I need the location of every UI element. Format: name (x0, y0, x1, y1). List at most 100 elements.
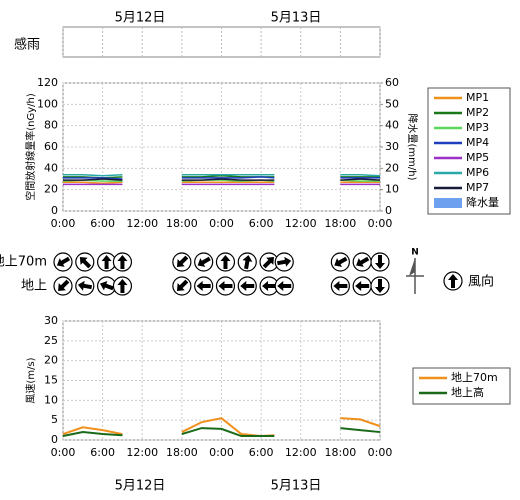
y2-tick-label: 60 (385, 76, 399, 89)
wind-legend-label: 風向 (468, 274, 494, 290)
legend-swatch (434, 198, 462, 208)
wind-arrow (176, 255, 189, 267)
legend-label: MP7 (466, 181, 489, 194)
y2-tick-label: 30 (385, 140, 399, 153)
wind-arrow (262, 281, 277, 291)
legend-label: 地上高 (451, 385, 484, 399)
series-line (63, 176, 380, 180)
wind-arrow (220, 255, 231, 269)
legend-label: MP6 (466, 166, 489, 179)
wind-arrow (117, 255, 128, 269)
y-tick-label: 15 (44, 374, 58, 387)
x-tick-label: 0:00 (209, 217, 234, 230)
x-tick-label: 12:00 (126, 217, 158, 230)
y-tick-label: 30 (44, 314, 58, 327)
wind-arrow (56, 256, 71, 267)
wind-arrow (176, 279, 189, 291)
y2-tick-label: 40 (385, 119, 399, 132)
y-axis-label: 空間放射線量率(nGy/h) (24, 93, 37, 201)
y-tick-label: 40 (44, 161, 58, 174)
y2-tick-label: 20 (385, 161, 399, 174)
wind-arrow (101, 255, 112, 269)
x-tick-label: 18:00 (166, 446, 198, 459)
x-tick-label: 6:00 (90, 446, 115, 459)
x-tick-label: 0:00 (368, 217, 393, 230)
y2-tick-label: 50 (385, 97, 399, 110)
wind-arrow (100, 280, 114, 291)
y2-tick-label: 10 (385, 183, 399, 196)
series-line (63, 181, 380, 185)
date-label: 5月13日 (271, 479, 322, 494)
wind-arrow (375, 279, 385, 293)
wind-legend-icon (443, 271, 463, 291)
legend-label: MP2 (466, 106, 489, 119)
row-label: 地上70m (0, 255, 47, 270)
legend-label: MP5 (466, 151, 489, 164)
compass: N (406, 248, 424, 294)
y-tick-label: 25 (44, 334, 58, 347)
x-tick-label: 18:00 (325, 446, 357, 459)
x-tick-label: 6:00 (90, 217, 115, 230)
wind-arrow (58, 279, 70, 291)
x-tick-label: 12:00 (285, 446, 317, 459)
x-tick-label: 18:00 (166, 217, 198, 230)
wind-arrow (77, 280, 93, 291)
y-tick-label: 120 (37, 76, 58, 89)
wind-arrow (240, 281, 255, 291)
y-tick-label: 5 (51, 413, 58, 426)
x-tick-label: 18:00 (325, 217, 357, 230)
legend-label: MP3 (466, 121, 489, 134)
x-tick-label: 0:00 (51, 217, 76, 230)
wind-arrow (334, 256, 348, 267)
legend-label: MP1 (466, 91, 489, 104)
y-tick-label: 60 (44, 140, 58, 153)
y-tick-label: 100 (37, 97, 58, 110)
wind-arrow (355, 281, 370, 291)
x-tick-label: 12:00 (285, 217, 317, 230)
wind-arrow (277, 281, 292, 291)
wind-arrow (242, 255, 253, 270)
x-tick-label: 0:00 (51, 446, 76, 459)
wind-arrow (375, 255, 385, 269)
legend-label: 地上70m (451, 371, 498, 384)
y-tick-label: 10 (44, 393, 58, 406)
x-tick-label: 6:00 (249, 217, 274, 230)
x-tick-label: 6:00 (249, 446, 274, 459)
y-axis-label: 風速(m/s) (25, 357, 37, 403)
series-line (62, 427, 381, 438)
legend-label: 降水量 (466, 195, 499, 209)
wind-arrow (356, 256, 370, 267)
wind-arrow (276, 256, 292, 267)
compass-label: N (411, 248, 419, 258)
y-tick-label: 20 (44, 183, 58, 196)
wind-arrow (196, 281, 211, 291)
wind-arrow (117, 279, 128, 293)
y-tick-label: 20 (44, 354, 58, 367)
arrow (448, 274, 458, 288)
date-label: 5月13日 (271, 11, 322, 26)
y-tick-label: 0 (51, 204, 58, 217)
x-tick-label: 0:00 (209, 446, 234, 459)
x-tick-label: 12:00 (126, 446, 158, 459)
rain-sense-label: 感雨 (14, 37, 40, 53)
wind-arrow (79, 257, 92, 269)
compass-head (409, 258, 415, 276)
y-tick-label: 0 (51, 433, 58, 446)
date-label: 5月12日 (115, 11, 166, 26)
y2-tick-label: 0 (385, 204, 392, 217)
legend-box (412, 367, 511, 405)
wind-arrow (333, 281, 348, 291)
wind-arrow (197, 256, 211, 267)
wind-arrow (218, 281, 233, 291)
wind-arrow (262, 257, 274, 269)
y2-axis-label: 降水量(mm/h) (406, 114, 419, 181)
legend-box (427, 87, 511, 215)
date-label: 5月12日 (115, 479, 166, 494)
legend-label: MP4 (466, 136, 489, 149)
x-tick-label: 0:00 (368, 446, 393, 459)
y-tick-label: 80 (44, 119, 58, 132)
row-label: 地上 (21, 279, 47, 294)
series-line (63, 178, 381, 181)
series-line (63, 173, 381, 177)
